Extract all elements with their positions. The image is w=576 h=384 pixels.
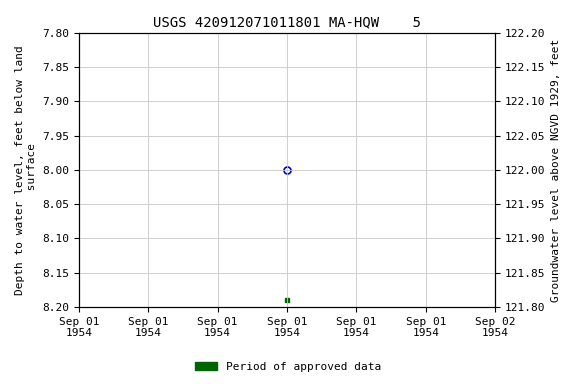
Y-axis label: Depth to water level, feet below land
 surface: Depth to water level, feet below land su… <box>15 45 37 295</box>
Title: USGS 420912071011801 MA-HQW    5: USGS 420912071011801 MA-HQW 5 <box>153 15 421 29</box>
Legend: Period of approved data: Period of approved data <box>191 358 385 377</box>
Y-axis label: Groundwater level above NGVD 1929, feet: Groundwater level above NGVD 1929, feet <box>551 38 561 301</box>
